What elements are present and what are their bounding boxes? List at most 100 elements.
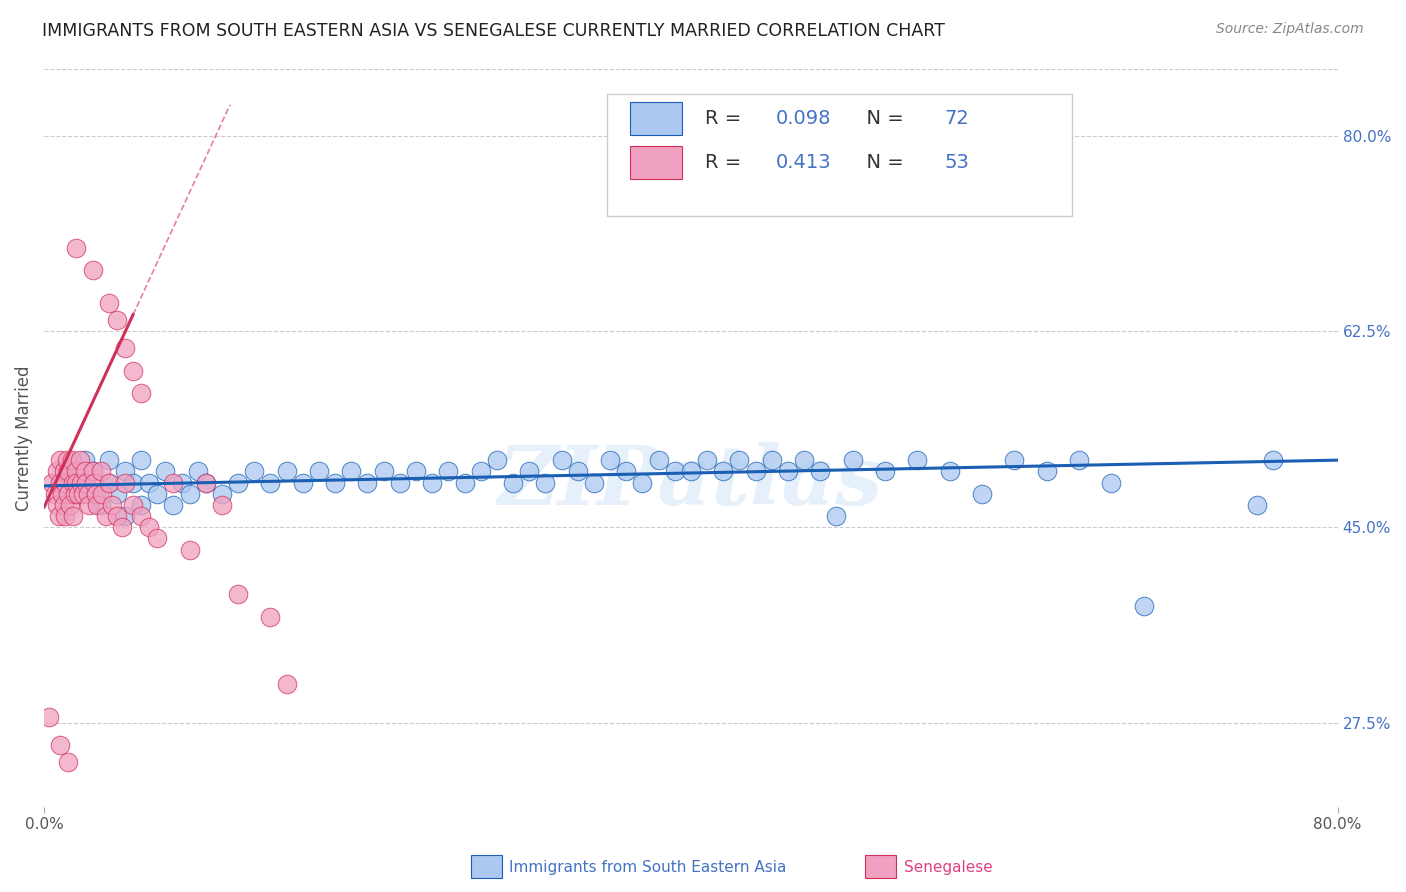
Point bbox=[129, 453, 152, 467]
Point bbox=[696, 453, 718, 467]
Point bbox=[938, 464, 960, 478]
Point bbox=[122, 363, 145, 377]
Point bbox=[101, 498, 124, 512]
Point bbox=[146, 532, 169, 546]
Point bbox=[1002, 453, 1025, 467]
Point bbox=[79, 498, 101, 512]
Point bbox=[1261, 453, 1284, 467]
Point bbox=[146, 486, 169, 500]
Point bbox=[62, 475, 84, 490]
Point bbox=[437, 464, 460, 478]
Point bbox=[76, 486, 98, 500]
Point bbox=[82, 263, 104, 277]
Point bbox=[502, 475, 524, 490]
Point bbox=[70, 475, 93, 490]
Point bbox=[1035, 464, 1057, 478]
Point bbox=[226, 587, 249, 601]
Point bbox=[323, 475, 346, 490]
Point bbox=[97, 475, 120, 490]
Point bbox=[105, 486, 128, 500]
Point bbox=[728, 453, 751, 467]
Point bbox=[129, 386, 152, 401]
Point bbox=[73, 453, 96, 467]
Point bbox=[308, 464, 330, 478]
Point bbox=[420, 475, 443, 490]
Point bbox=[63, 486, 86, 500]
Point bbox=[517, 464, 540, 478]
Text: ZIPatlas: ZIPatlas bbox=[498, 442, 883, 522]
Point bbox=[49, 739, 72, 753]
Point bbox=[138, 475, 160, 490]
Point bbox=[58, 464, 80, 478]
Point bbox=[647, 453, 669, 467]
Point bbox=[711, 464, 734, 478]
Point bbox=[91, 486, 114, 500]
Point bbox=[1246, 498, 1268, 512]
Point bbox=[259, 609, 281, 624]
Text: 0.098: 0.098 bbox=[776, 109, 832, 128]
Point bbox=[970, 486, 993, 500]
Point bbox=[55, 453, 77, 467]
Point bbox=[291, 475, 314, 490]
Text: IMMIGRANTS FROM SOUTH EASTERN ASIA VS SENEGALESE CURRENTLY MARRIED CORRELATION C: IMMIGRANTS FROM SOUTH EASTERN ASIA VS SE… bbox=[42, 22, 945, 40]
Text: R =: R = bbox=[704, 109, 748, 128]
Point bbox=[129, 498, 152, 512]
Point bbox=[905, 453, 928, 467]
Point bbox=[105, 313, 128, 327]
Point bbox=[793, 453, 815, 467]
Text: N =: N = bbox=[853, 109, 910, 128]
Point bbox=[59, 498, 82, 512]
FancyBboxPatch shape bbox=[607, 95, 1073, 216]
Point bbox=[114, 464, 136, 478]
Point bbox=[373, 464, 395, 478]
Point bbox=[808, 464, 831, 478]
Point bbox=[65, 241, 87, 255]
Point bbox=[69, 453, 91, 467]
Text: 72: 72 bbox=[945, 109, 969, 128]
Point bbox=[356, 475, 378, 490]
Point bbox=[53, 475, 76, 490]
Point bbox=[162, 498, 184, 512]
Point bbox=[72, 486, 94, 500]
Point bbox=[873, 464, 896, 478]
Point bbox=[179, 486, 201, 500]
Point bbox=[53, 509, 76, 524]
Point bbox=[82, 464, 104, 478]
Point bbox=[211, 486, 233, 500]
Point bbox=[226, 475, 249, 490]
FancyBboxPatch shape bbox=[630, 102, 682, 135]
Point bbox=[75, 475, 97, 490]
Point bbox=[97, 475, 120, 490]
Point bbox=[599, 453, 621, 467]
Text: 0.413: 0.413 bbox=[776, 153, 832, 172]
Point bbox=[90, 464, 112, 478]
Y-axis label: Currently Married: Currently Married bbox=[15, 365, 32, 510]
Point bbox=[761, 453, 783, 467]
Point bbox=[1067, 453, 1090, 467]
Point bbox=[243, 464, 266, 478]
Point bbox=[58, 486, 80, 500]
Point bbox=[82, 464, 104, 478]
Text: R =: R = bbox=[704, 153, 748, 172]
Point bbox=[65, 475, 87, 490]
Point bbox=[73, 464, 96, 478]
Point bbox=[194, 475, 217, 490]
Point bbox=[664, 464, 686, 478]
Point bbox=[138, 520, 160, 534]
Point bbox=[65, 464, 87, 478]
Point bbox=[155, 464, 177, 478]
Point bbox=[86, 498, 108, 512]
Text: Immigrants from South Eastern Asia: Immigrants from South Eastern Asia bbox=[509, 860, 786, 874]
Point bbox=[776, 464, 799, 478]
Point bbox=[122, 475, 145, 490]
Point bbox=[52, 464, 75, 478]
Point bbox=[114, 341, 136, 355]
Point bbox=[46, 498, 69, 512]
Point bbox=[90, 498, 112, 512]
Point bbox=[114, 475, 136, 490]
Point bbox=[550, 453, 572, 467]
Point bbox=[170, 475, 193, 490]
Point bbox=[211, 498, 233, 512]
Point bbox=[83, 475, 105, 490]
Text: N =: N = bbox=[853, 153, 910, 172]
